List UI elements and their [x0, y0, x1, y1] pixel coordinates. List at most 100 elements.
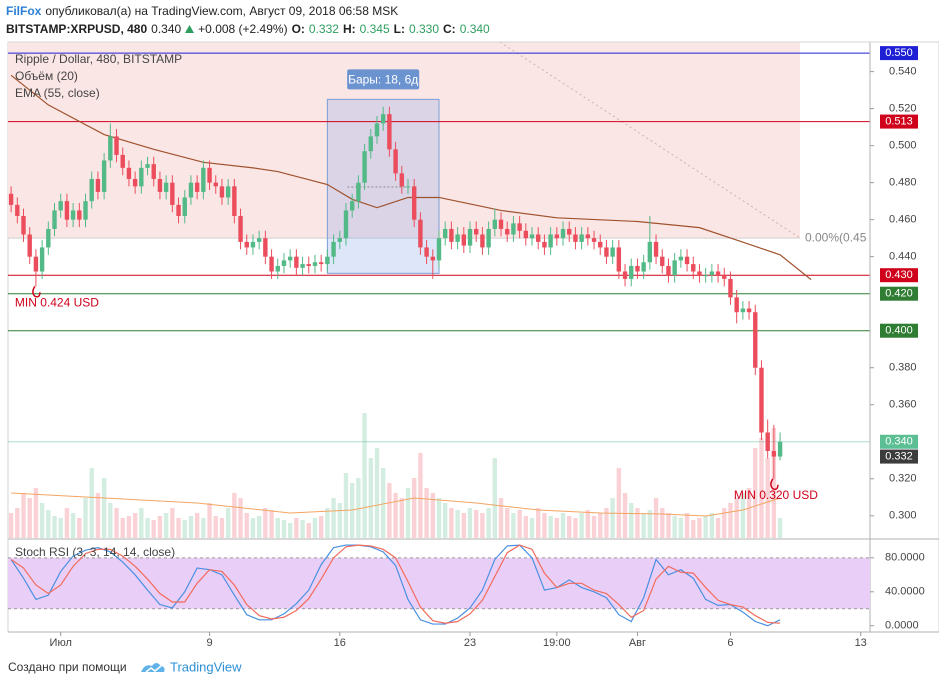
candle-body [337, 238, 342, 242]
volume-bar [287, 523, 293, 538]
candle-body [380, 114, 386, 124]
candle-body [492, 219, 498, 229]
volume-bar [374, 448, 380, 538]
volume-bar [560, 513, 566, 538]
volume-bar [83, 498, 88, 538]
candle-body [263, 238, 268, 257]
candle-body [343, 210, 349, 239]
candle-body [287, 256, 293, 261]
candle-body [201, 167, 206, 192]
candle-body [579, 234, 584, 242]
level-label-bg [880, 434, 918, 449]
level-label: 0.340 [885, 436, 913, 448]
tradingview-logo[interactable] [141, 663, 165, 673]
footer-brand[interactable]: TradingView [170, 659, 242, 674]
candle-body [610, 247, 615, 257]
volume-bar [238, 498, 243, 538]
x-tick-label: 23 [464, 637, 476, 649]
candle-body [505, 228, 510, 235]
volume-bar [176, 518, 181, 538]
candle-body [256, 238, 262, 242]
published: опубликовал(а) на TradingView.com, Авгус… [45, 4, 399, 18]
volume-bar [715, 518, 721, 538]
volume-bar [213, 516, 218, 538]
volume-bar [64, 508, 70, 538]
candle-body [132, 178, 138, 187]
range-label: Бары: 18, 6д [348, 73, 418, 87]
volume-bar [660, 508, 665, 538]
stoch-title: Stoch RSI (3, 3, 14, 14, close) [15, 545, 175, 559]
level-label-bg [880, 268, 918, 283]
volume-bar [759, 438, 764, 538]
volume-bar [362, 413, 367, 538]
volume-bar [461, 513, 467, 538]
volume-bar [145, 518, 150, 538]
level-label: 0.332 [885, 450, 913, 462]
volume-bar [132, 513, 138, 538]
candle-body [207, 167, 212, 183]
candle-body [349, 201, 355, 211]
candle-body [182, 197, 187, 216]
candle-body [424, 247, 429, 257]
candle-body [157, 178, 163, 192]
candle-body [306, 264, 311, 266]
volume-bar [430, 493, 435, 538]
candle-body [777, 441, 783, 457]
volume-bar [281, 520, 287, 538]
candle-body [269, 256, 274, 272]
volume-bar [232, 493, 237, 538]
volume-bar [529, 518, 535, 538]
volume-bar [151, 520, 156, 538]
candle-body [684, 256, 690, 265]
x-tick-label: 6 [727, 637, 733, 649]
level-label-bg [880, 46, 918, 61]
candle-body [666, 265, 671, 276]
candle-body [635, 265, 640, 272]
volume-bar [356, 478, 361, 538]
volume-bar [567, 516, 572, 538]
x-tick-label: Авг [629, 637, 646, 649]
y-tick-label: 0.460 [889, 214, 917, 226]
level-label: 0.400 [885, 325, 913, 337]
candle-body [120, 154, 125, 168]
candle-body [672, 260, 677, 276]
volume-bar [777, 518, 783, 538]
candle-body [759, 367, 764, 433]
stoch-tick-label: 40.0000 [885, 586, 925, 598]
candle-body [554, 234, 560, 239]
volume-bar [467, 508, 473, 538]
level-label: 0.430 [885, 269, 913, 281]
level-label-bg [880, 323, 918, 338]
volume-bar [523, 516, 529, 538]
candle-body [703, 275, 708, 277]
candle-body [145, 164, 150, 168]
candle-body [275, 265, 280, 272]
volume-bar [604, 508, 609, 538]
volume-bar [641, 513, 646, 538]
ohlc-value: 0.340 [459, 22, 490, 36]
volume-bar [734, 498, 739, 538]
volume-bar [697, 518, 702, 538]
volume-bar [678, 518, 684, 538]
volume-bar [753, 448, 758, 538]
ohlc-value: 0.332 [308, 22, 339, 36]
author[interactable]: FilFox [6, 4, 42, 18]
candle-body [641, 262, 646, 272]
volume-bar [95, 493, 101, 538]
volume-bar [542, 513, 547, 538]
volume-bar [480, 513, 485, 538]
candle-body [139, 167, 144, 187]
candle-body [294, 256, 299, 268]
candle-body [405, 186, 411, 188]
volume-bar [325, 508, 330, 538]
ohlc-label: C: [443, 22, 456, 36]
candle-body [362, 151, 367, 183]
candle-body [33, 256, 39, 272]
level-label-bg [880, 286, 918, 301]
candle-body [715, 271, 721, 276]
quote-line: BITSTAMP:XRPUSD, 480 0.340 +0.008 (+2.49… [6, 22, 490, 36]
candle-body [436, 238, 442, 261]
volume-bar [622, 493, 628, 538]
symbol: BITSTAMP:XRPUSD, 480 [6, 22, 148, 36]
